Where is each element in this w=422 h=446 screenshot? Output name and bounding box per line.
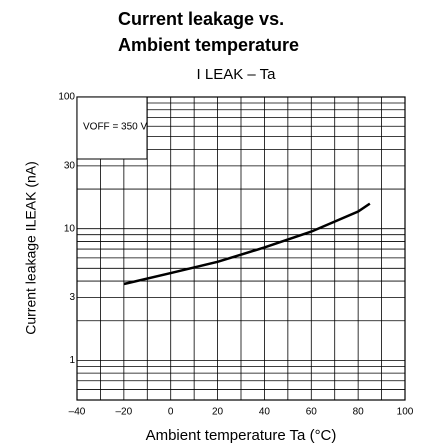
- annotation: VOFF = 350 V: [83, 122, 148, 133]
- x-tick-label: 0: [168, 407, 174, 418]
- annotation-box: [76, 96, 148, 160]
- x-tick-label: 20: [212, 407, 224, 418]
- x-tick-label: –40: [69, 407, 86, 418]
- x-tick-label: 40: [259, 407, 271, 418]
- chart-subtitle: I LEAK – Ta: [197, 66, 277, 83]
- chart-title: Current leakage vs.: [118, 9, 284, 29]
- x-axis-label: Ambient temperature Ta (°C): [146, 427, 337, 444]
- y-tick-label: 10: [64, 223, 76, 234]
- x-tick-label: –20: [116, 407, 133, 418]
- x-tick-label: 60: [306, 407, 318, 418]
- line: [123, 202, 371, 286]
- y-tick-label: 1: [69, 355, 75, 366]
- y-axis-label: Current leakage ILEAK (nA): [23, 161, 39, 335]
- y-tick-label: 3: [69, 292, 75, 303]
- x-tick-label: 80: [353, 407, 365, 418]
- plot-frame: [76, 96, 406, 401]
- x-tick-label: 100: [397, 407, 414, 418]
- chart-title: Ambient temperature: [118, 35, 299, 55]
- y-tick-label: 100: [58, 92, 75, 103]
- y-tick-label: 30: [64, 160, 76, 171]
